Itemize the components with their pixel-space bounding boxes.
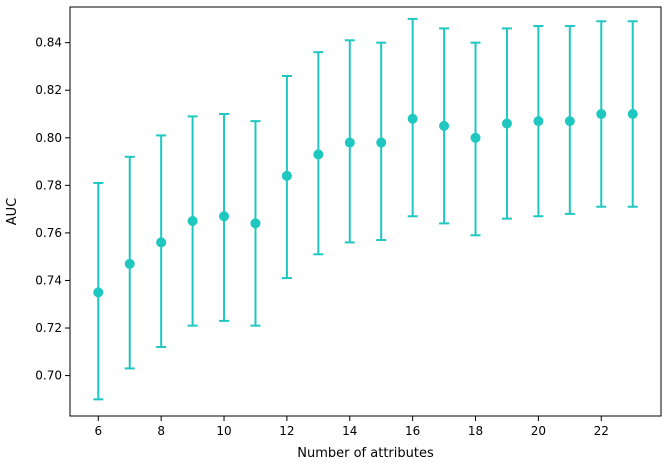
y-tick-label: 0.76 [35,226,62,240]
x-axis: 6 8 10 12 14 16 18 20 22 [94,416,609,438]
data-point [344,137,355,148]
data-point [219,211,230,222]
y-tick-label: 0.70 [35,369,62,383]
data-series [93,17,638,401]
y-tick-label: 0.82 [35,83,62,97]
x-tick-label: 22 [594,424,609,438]
y-tick-label: 0.84 [35,36,62,50]
data-point [439,120,450,131]
x-tick-label: 14 [342,424,357,438]
y-tick-label: 0.72 [35,321,62,335]
data-point [501,118,512,129]
x-tick-label: 20 [531,424,546,438]
y-tick-label: 0.80 [35,131,62,145]
x-tick-label: 10 [216,424,231,438]
data-point [407,113,418,124]
data-point [281,170,292,181]
data-point [533,116,544,127]
plot-area [69,6,662,417]
data-point [93,287,104,298]
data-point [313,149,324,160]
data-point [250,218,261,229]
x-tick-label: 18 [468,424,483,438]
y-axis: 0.70 0.72 0.74 0.76 0.78 0.80 0.82 0.84 [35,36,70,383]
data-point [156,237,167,248]
x-tick-label: 12 [279,424,294,438]
y-tick-label: 0.78 [35,178,62,192]
data-point [596,109,607,120]
data-point [376,137,387,148]
x-tick-label: 16 [405,424,420,438]
y-tick-label: 0.74 [35,273,62,287]
data-point [564,116,575,127]
data-point [124,258,135,269]
data-point [470,132,481,143]
y-axis-label: AUC [5,198,20,226]
data-point [627,109,638,120]
x-tick-label: 8 [157,424,165,438]
x-axis-label: Number of attributes [297,446,434,461]
data-point [187,216,198,227]
x-tick-label: 6 [94,424,102,438]
